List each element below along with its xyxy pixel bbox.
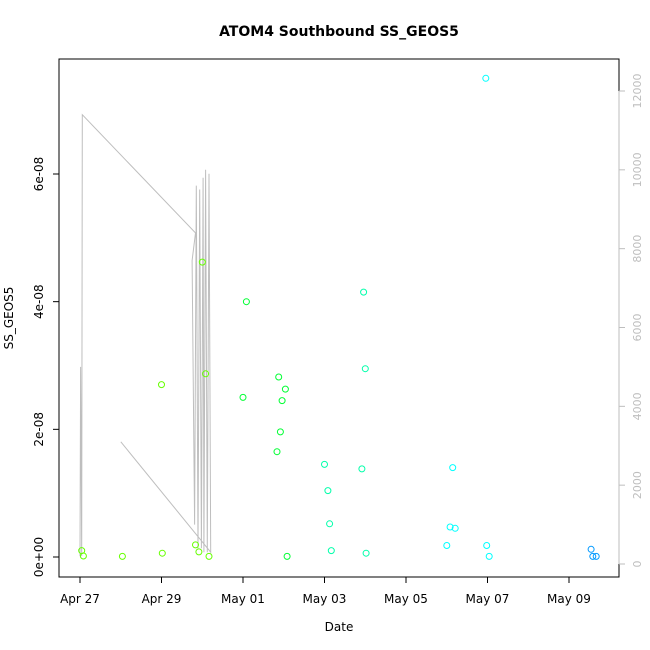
data-point bbox=[589, 552, 597, 560]
data-point bbox=[449, 464, 457, 472]
y-axis: 0e+00 2e-08 4e-08 6e-08 bbox=[32, 157, 60, 577]
data-point bbox=[79, 552, 87, 560]
x-tick-label: May 01 bbox=[221, 592, 265, 606]
data-point bbox=[158, 549, 166, 557]
data-point bbox=[327, 547, 335, 555]
data-point bbox=[118, 552, 126, 560]
data-point bbox=[276, 428, 284, 436]
y2-tick-label: 8000 bbox=[631, 235, 644, 263]
data-point bbox=[358, 465, 366, 473]
y-axis-label: SS_GEOS5 bbox=[2, 287, 16, 350]
x-tick-label: May 07 bbox=[466, 592, 510, 606]
data-point bbox=[195, 548, 203, 556]
x-tick-label: May 05 bbox=[384, 592, 428, 606]
x-axis-label: Date bbox=[325, 620, 354, 634]
data-point bbox=[360, 288, 368, 296]
data-point bbox=[283, 552, 291, 560]
altitude-line bbox=[79, 113, 212, 557]
y-tick-label: 4e-08 bbox=[32, 284, 46, 319]
x-tick-label: May 03 bbox=[303, 592, 347, 606]
y2-tick-label: 2000 bbox=[631, 471, 644, 499]
data-point bbox=[485, 552, 493, 560]
data-point bbox=[198, 258, 206, 266]
x-tick-label: Apr 29 bbox=[142, 592, 182, 606]
y2-tick-label: 10000 bbox=[631, 152, 644, 187]
data-point bbox=[326, 520, 334, 528]
y2-tick-label: 6000 bbox=[631, 314, 644, 342]
scatter-points bbox=[78, 74, 600, 560]
data-point bbox=[239, 393, 247, 401]
y2-tick-label: 4000 bbox=[631, 392, 644, 420]
data-point bbox=[362, 549, 370, 557]
y2-tick-label: 12000 bbox=[631, 74, 644, 109]
data-point bbox=[278, 397, 286, 405]
data-point bbox=[158, 381, 165, 389]
data-point bbox=[192, 541, 199, 549]
plot-frame bbox=[58, 58, 620, 578]
data-point bbox=[321, 460, 328, 468]
chart-title: ATOM4 Southbound SS_GEOS5 bbox=[219, 24, 459, 40]
y2-tick-label: 0 bbox=[631, 561, 644, 568]
data-point bbox=[592, 552, 600, 560]
data-point bbox=[361, 365, 369, 373]
data-point bbox=[324, 487, 332, 495]
data-point bbox=[587, 545, 595, 553]
data-point bbox=[482, 74, 490, 82]
y2-axis: 0 2000 4000 6000 8000 10000 12000 bbox=[618, 74, 644, 568]
altitude-polyline bbox=[79, 113, 212, 557]
x-tick-label: Apr 27 bbox=[60, 592, 100, 606]
data-point bbox=[275, 373, 283, 381]
y-tick-label: 0e+00 bbox=[32, 537, 46, 577]
y-tick-label: 2e-08 bbox=[32, 412, 46, 447]
data-point bbox=[483, 542, 491, 549]
data-point bbox=[443, 542, 451, 549]
x-axis: Apr 27 Apr 29 May 01 May 03 May 05 May 07 May … bbox=[60, 576, 591, 606]
data-point bbox=[273, 448, 281, 456]
data-point bbox=[281, 385, 289, 393]
data-point bbox=[205, 552, 213, 560]
y-tick-label: 6e-08 bbox=[32, 157, 46, 192]
data-point bbox=[202, 370, 210, 378]
x-tick-label: May 09 bbox=[547, 592, 591, 606]
data-point bbox=[446, 523, 454, 531]
data-point bbox=[451, 524, 459, 532]
data-point bbox=[242, 298, 250, 306]
